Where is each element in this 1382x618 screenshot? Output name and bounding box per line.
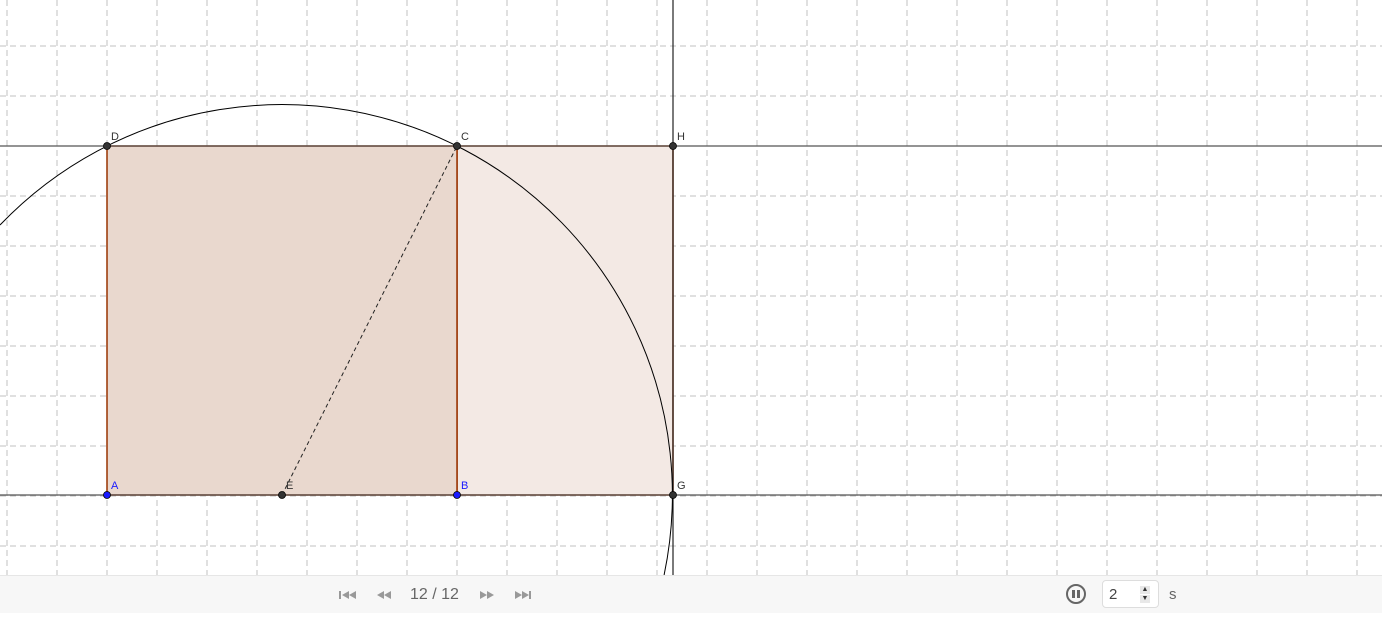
rectangle-bghc xyxy=(456,145,674,496)
circle-e xyxy=(0,104,673,575)
speed-input[interactable]: 2 ▲ ▼ xyxy=(1102,580,1159,608)
point-b xyxy=(453,491,461,499)
point-h xyxy=(669,142,677,150)
frame-counter: 12 / 12 xyxy=(410,586,459,603)
speed-unit: s xyxy=(1169,586,1177,603)
speed-spinner[interactable]: ▲ ▼ xyxy=(1140,586,1150,603)
point-c xyxy=(453,142,461,150)
point-label-e: E xyxy=(286,480,293,492)
point-label-a: A xyxy=(111,480,119,492)
point-g xyxy=(669,491,677,499)
pause-icon[interactable] xyxy=(1066,584,1086,604)
speed-value[interactable]: 2 xyxy=(1109,586,1118,603)
animation-toolbar: 12 / 12 2 ▲ ▼ s xyxy=(0,575,1382,613)
skip-to-start-icon[interactable] xyxy=(338,576,358,613)
graphics-view[interactable]: A B C D E G H xyxy=(0,0,1382,575)
step-back-icon[interactable] xyxy=(374,576,394,613)
spin-up-icon[interactable]: ▲ xyxy=(1140,586,1150,594)
point-label-c: C xyxy=(461,131,469,143)
square-abcd xyxy=(106,145,458,496)
spin-down-icon[interactable]: ▼ xyxy=(1140,595,1150,603)
point-label-b: B xyxy=(461,480,468,492)
point-e xyxy=(278,491,286,499)
point-d xyxy=(103,142,111,150)
point-label-h: H xyxy=(677,131,685,143)
point-a xyxy=(103,491,111,499)
step-forward-icon[interactable] xyxy=(477,576,497,613)
point-label-d: D xyxy=(111,131,119,143)
skip-to-end-icon[interactable] xyxy=(513,576,533,613)
point-label-g: G xyxy=(677,480,686,492)
segment-ec xyxy=(281,145,458,496)
